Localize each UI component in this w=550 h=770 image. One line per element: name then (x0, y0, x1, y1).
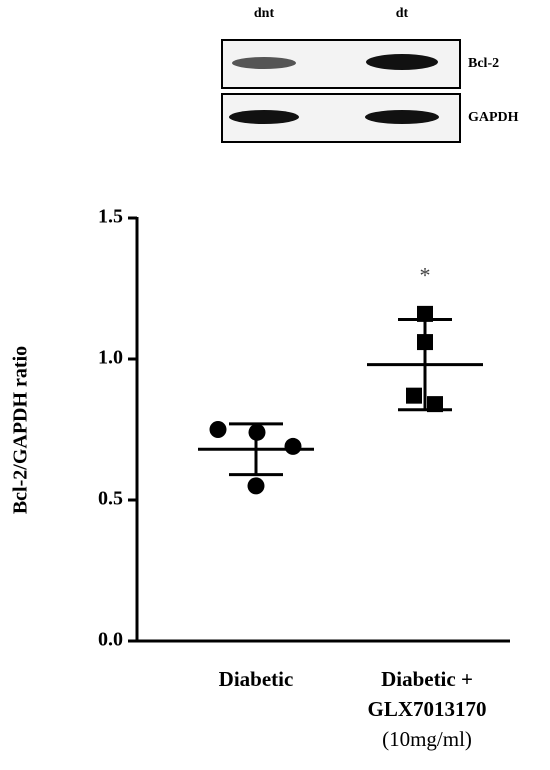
y-tick-label: 0.5 (98, 488, 123, 510)
y-tick-label: 0.0 (98, 629, 123, 651)
data-point (284, 437, 302, 455)
significance: * (420, 263, 431, 288)
y-axis-label: Bcl-2/GAPDH ratio (10, 346, 32, 514)
band (365, 110, 439, 124)
band-label: Bcl-2 (468, 56, 499, 71)
data-point (209, 421, 227, 438)
data-point (417, 305, 433, 322)
x-tick-label: Diabetic (219, 667, 294, 691)
data-point (417, 334, 433, 351)
x-tick-label: GLX7013170 (367, 697, 486, 721)
band-label: GAPDH (468, 110, 519, 125)
data-point (247, 477, 265, 495)
band (232, 57, 296, 69)
x-tick-label: (10mg/ml) (382, 727, 472, 751)
x-tick-label: Diabetic + (381, 667, 473, 691)
lane-label: dnt (254, 6, 275, 21)
lane-label: dt (396, 6, 409, 21)
data-point (406, 387, 422, 404)
band (229, 110, 299, 124)
data-point (427, 396, 443, 413)
y-tick-label: 1.5 (98, 206, 123, 228)
band (366, 54, 438, 70)
western-blot: dnt dt Bcl-2 GAPDH (221, 6, 519, 143)
y-tick-label: 1.0 (98, 347, 123, 369)
data-point (248, 423, 266, 441)
